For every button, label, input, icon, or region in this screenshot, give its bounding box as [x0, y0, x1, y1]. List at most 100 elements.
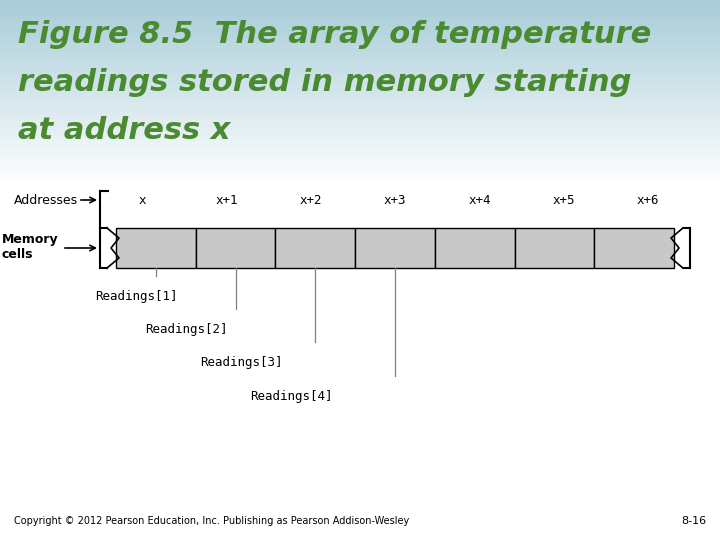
Text: x+3: x+3 — [384, 193, 406, 206]
Bar — [0, 23, 720, 25]
Bar — [0, 123, 720, 125]
Bar — [0, 150, 720, 153]
Bar — [0, 5, 720, 7]
Bar — [0, 183, 720, 185]
Bar — [0, 25, 720, 28]
Bar — [0, 166, 720, 169]
Bar — [0, 74, 720, 76]
Bar — [0, 162, 720, 164]
Text: Readings[3]: Readings[3] — [200, 356, 282, 369]
Bar — [0, 39, 720, 42]
Bar — [0, 46, 720, 49]
Bar — [0, 65, 720, 67]
Bar — [0, 37, 720, 39]
Text: Memory: Memory — [2, 233, 58, 246]
Bar — [0, 7, 720, 9]
Bar — [0, 21, 720, 23]
Bar — [0, 67, 720, 69]
Bar — [0, 120, 720, 123]
Bar — [0, 176, 720, 178]
Text: Addresses: Addresses — [14, 193, 78, 206]
Bar — [0, 83, 720, 85]
Bar — [0, 2, 720, 5]
Bar — [0, 92, 720, 95]
Bar — [0, 134, 720, 137]
Bar — [0, 106, 720, 109]
Bar — [0, 116, 720, 118]
Bar — [0, 76, 720, 79]
Bar — [0, 44, 720, 46]
Text: x+2: x+2 — [300, 193, 322, 206]
Bar — [0, 99, 720, 102]
Text: Figure 8.5  The array of temperature: Figure 8.5 The array of temperature — [18, 20, 652, 49]
Bar — [0, 164, 720, 166]
Bar — [196, 228, 276, 268]
Bar — [0, 137, 720, 139]
Bar — [355, 228, 435, 268]
Bar — [0, 171, 720, 173]
Bar — [0, 146, 720, 148]
Bar — [0, 153, 720, 155]
Text: Copyright © 2012 Pearson Education, Inc. Publishing as Pearson Addison-Wesley: Copyright © 2012 Pearson Education, Inc.… — [14, 516, 409, 526]
Bar — [0, 132, 720, 134]
Text: cells: cells — [2, 247, 34, 260]
Bar — [0, 16, 720, 18]
Bar — [0, 28, 720, 30]
Bar — [0, 51, 720, 53]
Bar — [0, 173, 720, 176]
Bar — [0, 60, 720, 63]
Text: x+5: x+5 — [552, 193, 575, 206]
Bar — [0, 113, 720, 116]
Bar — [0, 69, 720, 72]
Bar — [0, 95, 720, 97]
Bar — [0, 97, 720, 99]
Bar — [0, 88, 720, 90]
Bar — [0, 49, 720, 51]
Bar — [0, 157, 720, 159]
Bar — [0, 58, 720, 60]
Bar — [0, 144, 720, 146]
Bar — [0, 155, 720, 157]
Bar — [0, 102, 720, 104]
Bar — [435, 228, 515, 268]
Bar — [0, 180, 720, 183]
Bar — [0, 53, 720, 56]
Text: readings stored in memory starting: readings stored in memory starting — [18, 68, 631, 97]
Bar — [0, 32, 720, 35]
Bar — [0, 109, 720, 111]
Bar — [0, 56, 720, 58]
Bar — [0, 35, 720, 37]
Bar — [0, 18, 720, 21]
Bar — [0, 104, 720, 106]
Bar — [0, 130, 720, 132]
Bar — [0, 79, 720, 81]
Bar — [0, 111, 720, 113]
Text: x+6: x+6 — [636, 193, 659, 206]
Text: Readings[1]: Readings[1] — [95, 290, 178, 303]
Bar — [116, 228, 196, 268]
Bar — [0, 14, 720, 16]
Bar — [0, 85, 720, 88]
Bar — [0, 169, 720, 171]
Bar — [0, 81, 720, 83]
Bar — [0, 148, 720, 150]
Bar — [0, 72, 720, 74]
Text: at address x: at address x — [18, 116, 230, 145]
Bar — [594, 228, 674, 268]
Text: Readings[2]: Readings[2] — [145, 323, 228, 336]
Bar — [0, 42, 720, 44]
Text: 8-16: 8-16 — [681, 516, 706, 526]
Bar — [0, 0, 720, 2]
Bar — [0, 63, 720, 65]
Bar — [0, 11, 720, 14]
Bar — [276, 228, 355, 268]
Bar — [0, 125, 720, 127]
Bar — [0, 141, 720, 144]
Text: Readings[4]: Readings[4] — [250, 390, 333, 403]
Bar — [0, 118, 720, 120]
Bar — [0, 159, 720, 162]
Bar — [0, 178, 720, 180]
Bar — [0, 90, 720, 92]
Bar — [0, 30, 720, 32]
Bar — [0, 9, 720, 11]
